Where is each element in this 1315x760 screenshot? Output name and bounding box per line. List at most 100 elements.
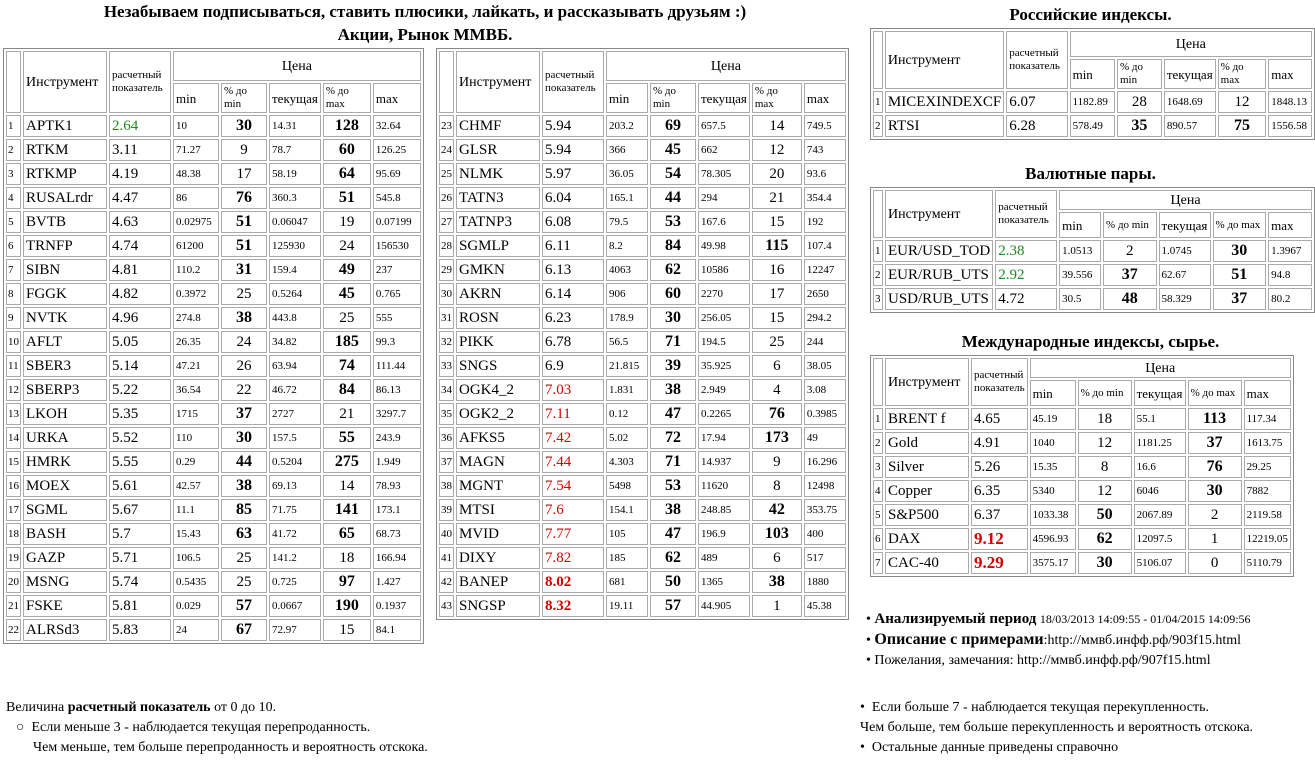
data-cell: 38 bbox=[751, 571, 802, 593]
info-line: • Описание с примерами:http://ммвб.инфф.… bbox=[866, 631, 1242, 648]
header-cell: min bbox=[606, 83, 648, 113]
data-cell: 0.02975 bbox=[173, 211, 219, 233]
data-cell: LKOH bbox=[23, 403, 107, 425]
header-cell: Цена bbox=[173, 51, 421, 81]
data-cell: MTSI bbox=[456, 499, 540, 521]
data-cell: 38 bbox=[221, 475, 267, 497]
data-cell: 12 bbox=[1077, 480, 1132, 502]
data-cell: 8 bbox=[1077, 456, 1132, 478]
data-cell: 49 bbox=[322, 259, 371, 281]
data-cell: 6 bbox=[751, 547, 802, 569]
data-cell: 6.04 bbox=[542, 187, 604, 209]
data-cell: 31 bbox=[221, 259, 267, 281]
data-cell: 39 bbox=[439, 499, 454, 521]
data-cell: 1033.38 bbox=[1029, 504, 1076, 526]
data-row: 36 AFKS5 7.42 5.02 72 17.94 173 49 bbox=[439, 427, 846, 449]
data-cell: MGNT bbox=[456, 475, 540, 497]
header-cell: расчетный показатель bbox=[109, 51, 171, 113]
data-cell: GAZP bbox=[23, 547, 107, 569]
data-cell: 400 bbox=[803, 523, 846, 545]
data-cell: 50 bbox=[1077, 504, 1132, 526]
data-cell: 9.29 bbox=[971, 552, 1028, 574]
data-cell: 2 bbox=[873, 115, 883, 137]
header-cell: Инструмент bbox=[884, 190, 994, 238]
data-cell: 14.937 bbox=[698, 451, 750, 473]
data-cell: NVTK bbox=[23, 307, 107, 329]
data-cell: 7 bbox=[873, 552, 883, 574]
data-cell: 84.1 bbox=[372, 619, 421, 641]
data-cell: DIXY bbox=[456, 547, 540, 569]
data-cell: 45 bbox=[322, 283, 371, 305]
data-cell: 9 bbox=[751, 451, 802, 473]
data-cell: 7882 bbox=[1243, 480, 1291, 502]
data-cell: 2650 bbox=[803, 283, 846, 305]
data-cell: 353.75 bbox=[803, 499, 846, 521]
data-cell: 7 bbox=[6, 259, 21, 281]
data-cell: EUR/USD_TOD bbox=[884, 240, 994, 262]
data-cell: 27 bbox=[439, 211, 454, 233]
data-cell: 5110.79 bbox=[1243, 552, 1291, 574]
data-row: 28 SGMLP 6.11 8.2 84 49.98 115 107.4 bbox=[439, 235, 846, 257]
data-cell: 30 bbox=[650, 307, 696, 329]
data-table: Инструмент расчетный показатель Цена min% д… bbox=[870, 28, 1315, 140]
data-cell: 173 bbox=[751, 427, 802, 449]
data-cell: 60 bbox=[322, 139, 371, 161]
data-row: 6 TRNFP 4.74 61200 51 125930 24 156530 bbox=[6, 235, 421, 257]
data-cell: 19.11 bbox=[606, 595, 648, 617]
data-cell: 17 bbox=[6, 499, 21, 521]
data-cell: 69.13 bbox=[269, 475, 321, 497]
header-cell: max bbox=[1268, 212, 1312, 238]
header-cell: % до min bbox=[1116, 59, 1162, 89]
data-cell: 60 bbox=[650, 283, 696, 305]
data-cell: 6.35 bbox=[971, 480, 1028, 502]
header-cell: Инструмент bbox=[456, 51, 540, 113]
data-cell: 35.925 bbox=[698, 355, 750, 377]
intl-table: Инструмент расчетный показатель Цена min% д… bbox=[870, 355, 1294, 577]
data-row: 18 BASH 5.7 15.43 63 41.72 65 68.73 bbox=[6, 523, 421, 545]
data-cell: 71.75 bbox=[269, 499, 321, 521]
data-cell: 1 bbox=[873, 408, 883, 430]
header-cell: % до min bbox=[1103, 212, 1157, 238]
header-cell: % до max bbox=[322, 83, 371, 113]
data-cell: MOEX bbox=[23, 475, 107, 497]
data-cell: 4 bbox=[873, 480, 883, 502]
data-cell: 7.77 bbox=[542, 523, 604, 545]
data-cell: 5 bbox=[873, 504, 883, 526]
data-cell: 111.44 bbox=[372, 355, 421, 377]
data-cell: 294 bbox=[698, 187, 750, 209]
data-cell: 62 bbox=[650, 547, 696, 569]
data-cell: 4 bbox=[751, 379, 802, 401]
data-cell: 5.14 bbox=[109, 355, 171, 377]
data-row: 1 MICEXINDEXCF 6.07 1182.89 28 1648.69 12 1848.… bbox=[873, 91, 1312, 113]
data-cell: 1 bbox=[873, 240, 883, 262]
header-cell: % до min bbox=[221, 83, 267, 113]
data-cell: 1556.58 bbox=[1268, 115, 1312, 137]
data-row: 38 MGNT 7.54 5498 53 11620 8 12498 bbox=[439, 475, 846, 497]
data-cell: 578.49 bbox=[1069, 115, 1115, 137]
header-row: min% до min текущая% до max max bbox=[439, 83, 846, 113]
data-cell: 173.1 bbox=[372, 499, 421, 521]
data-cell: 4.19 bbox=[109, 163, 171, 185]
data-cell: 4596.93 bbox=[1029, 528, 1076, 550]
data-cell: 4.47 bbox=[109, 187, 171, 209]
data-cell: 6 bbox=[6, 235, 21, 257]
data-row: 37 MAGN 7.44 4.303 71 14.937 9 16.296 bbox=[439, 451, 846, 473]
data-cell: BRENT f bbox=[885, 408, 969, 430]
data-cell: 63.94 bbox=[269, 355, 321, 377]
data-cell: 0.1937 bbox=[372, 595, 421, 617]
data-cell: 35 bbox=[1116, 115, 1162, 137]
data-cell: FSKE bbox=[23, 595, 107, 617]
data-cell: 78.7 bbox=[269, 139, 321, 161]
data-row: 5 S&P500 6.37 1033.38 50 2067.89 2 2119.58 bbox=[873, 504, 1291, 526]
data-cell: 35 bbox=[439, 403, 454, 425]
data-row: 6 DAX 9.12 4596.93 62 12097.5 1 12219.05 bbox=[873, 528, 1291, 550]
data-cell: 19 bbox=[6, 547, 21, 569]
data-cell: 15 bbox=[322, 619, 371, 641]
data-cell: 0.5435 bbox=[173, 571, 219, 593]
data-cell: 38 bbox=[221, 307, 267, 329]
data-cell: USD/RUB_UTS bbox=[884, 288, 994, 310]
data-row: 27 TATNP3 6.08 79.5 53 167.6 15 192 bbox=[439, 211, 846, 233]
data-cell: 26 bbox=[221, 355, 267, 377]
data-cell: 128 bbox=[322, 115, 371, 137]
section-title: Валютные пары. bbox=[1025, 164, 1156, 183]
